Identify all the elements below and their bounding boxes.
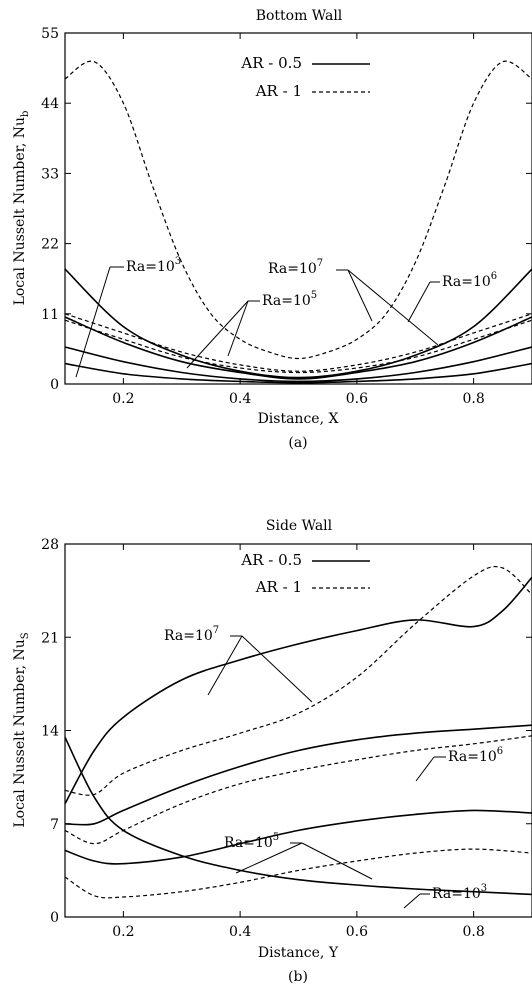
annotation-label: Ra=103 [126, 256, 181, 275]
leader-line [241, 635, 313, 703]
annotation-ra-1e7: Ra=107 [268, 258, 439, 346]
y-axis-label: Local Nusselt Number, Nub [12, 111, 31, 306]
panel-bottom-wall: Bottom Wall 0 11 22 33 44 55 0.2 0.4 0.6 0.8 Loc… [12, 8, 532, 451]
y-axis-ticks: 0 7 14 21 28 [41, 537, 532, 926]
annotation-ra-1e5: Ra=105 [186, 290, 317, 369]
x-tick-label: 0.2 [112, 391, 134, 407]
y-tick-label: 22 [41, 237, 59, 253]
y-tick-label: 0 [50, 910, 59, 926]
annotation-ra-1e3: Ra=103 [75, 256, 181, 378]
series-line-solid [64, 736, 532, 896]
series-line-dashed [64, 566, 532, 796]
y-tick-label: 21 [41, 630, 59, 646]
leader-line [227, 300, 249, 357]
annotation-label: Ra=105 [224, 832, 279, 851]
annotation-label: Ra=106 [448, 746, 503, 765]
series-line-solid [64, 724, 532, 826]
x-axis-label: Distance, Y [258, 945, 339, 961]
series-line-solid [64, 268, 532, 379]
series-line-dashed [64, 319, 532, 374]
y-tick-label: 55 [41, 26, 59, 42]
series-line-solid [64, 346, 532, 383]
legend-label: AR - 0.5 [240, 54, 302, 72]
y-tick-label: 0 [50, 377, 59, 393]
leader-line [403, 893, 421, 909]
leader-line [186, 300, 249, 369]
annotation-label: Ra=107 [164, 625, 219, 644]
panel-label: (b) [288, 969, 308, 985]
x-axis-ticks: 0.2 0.4 0.6 0.8 [112, 33, 485, 407]
y-tick-label: 33 [41, 166, 59, 182]
series-line-dashed [64, 313, 532, 372]
leader-line [415, 756, 435, 782]
leader-line [235, 842, 303, 874]
series-line-dashed [64, 60, 532, 360]
annotation-label: Ra=107 [268, 258, 323, 277]
y-tick-label: 11 [41, 307, 59, 323]
annotation-ra-1e3: Ra=103 [403, 883, 487, 909]
y-axis-label: Local Nusselt Number, NuS [12, 632, 31, 827]
x-tick-label: 0.6 [346, 924, 368, 940]
legend: AR - 0.5 AR - 1 [240, 54, 370, 100]
x-tick-label: 0.8 [462, 391, 484, 407]
x-tick-label: 0.8 [462, 924, 484, 940]
x-axis-label: Distance, X [258, 411, 339, 427]
annotation-ra-1e6: Ra=106 [407, 271, 497, 323]
series-line-solid [64, 316, 532, 380]
plot-frame [64, 32, 532, 385]
chart-title: Bottom Wall [256, 8, 343, 24]
leader-line [347, 269, 373, 322]
x-tick-label: 0.6 [346, 391, 368, 407]
y-axis-ticks: 0 11 22 33 44 55 [41, 26, 532, 393]
annotation-label: Ra=105 [262, 290, 317, 309]
leader-line [407, 281, 431, 323]
x-tick-label: 0.4 [229, 391, 251, 407]
leader-line [75, 266, 111, 378]
y-tick-label: 14 [41, 724, 59, 740]
x-axis-ticks: 0.2 0.4 0.6 0.8 [112, 544, 485, 940]
y-tick-label: 28 [41, 537, 59, 553]
legend: AR - 0.5 AR - 1 [240, 551, 370, 596]
legend-label: AR - 0.5 [240, 551, 302, 569]
leader-line [301, 842, 373, 880]
series-group [64, 566, 532, 899]
y-tick-label: 7 [50, 817, 59, 833]
series-line-solid [64, 809, 532, 865]
series-line-dashed [64, 848, 532, 899]
legend-label: AR - 1 [255, 82, 302, 100]
leader-line [347, 269, 439, 346]
annotation-ra-1e5: Ra=105 [224, 832, 373, 880]
legend-label: AR - 1 [255, 578, 302, 596]
leader-line [207, 635, 243, 696]
y-tick-label: 44 [41, 96, 59, 112]
series-line-solid [64, 576, 532, 805]
x-tick-label: 0.4 [229, 924, 251, 940]
panel-side-wall: Side Wall 0 7 14 21 28 0.2 0.4 0.6 0.8 Local Nu… [12, 518, 532, 985]
series-group [64, 60, 532, 384]
series-line-solid [64, 362, 532, 384]
x-tick-label: 0.2 [112, 924, 134, 940]
panel-label: (a) [288, 435, 307, 451]
chart-title: Side Wall [266, 518, 333, 534]
annotation-label: Ra=103 [432, 883, 487, 902]
annotation-ra-1e6: Ra=106 [415, 746, 503, 782]
annotation-ra-1e7: Ra=107 [164, 625, 313, 703]
annotation-label: Ra=106 [442, 271, 497, 290]
